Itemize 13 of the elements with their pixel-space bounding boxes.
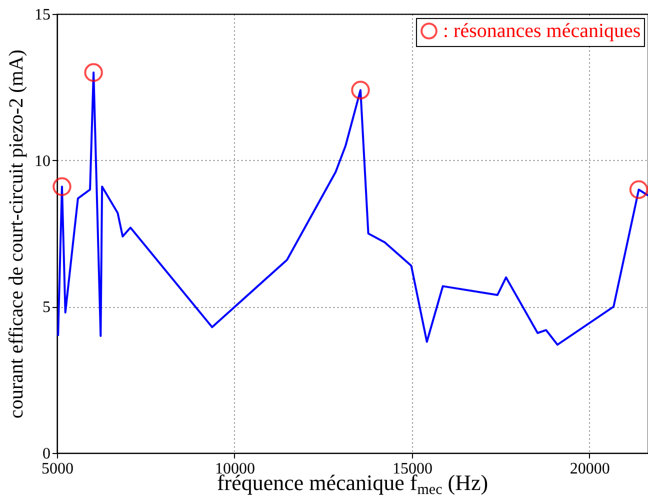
point (84, 63, 103, 82)
point (351, 80, 370, 100)
point (629, 180, 648, 199)
line-series (57, 72, 648, 346)
x-tick-label: 20000 (570, 460, 610, 478)
x-tick-label: 5000 (42, 460, 74, 478)
point (52, 177, 72, 196)
y-tick-label: 5 (42, 299, 50, 316)
y-axis-title: courant efficace de court-circuit piezo-2 (mA) (6, 50, 28, 418)
y-tick-label: 10 (34, 152, 50, 170)
y-tick-label: 15 (34, 6, 50, 24)
y-tick-label: 0 (42, 446, 50, 462)
legend-label: : résonances mécaniques (443, 20, 641, 42)
